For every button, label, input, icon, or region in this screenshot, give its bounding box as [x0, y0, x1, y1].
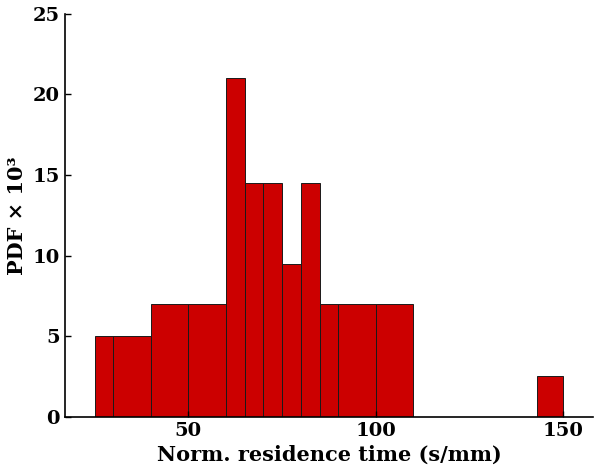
Y-axis label: PDF × 10³: PDF × 10³: [7, 156, 27, 275]
X-axis label: Norm. residence time (s/mm): Norm. residence time (s/mm): [157, 445, 501, 465]
Bar: [537, 376, 563, 417]
Bar: [263, 183, 282, 417]
Bar: [301, 183, 320, 417]
Bar: [188, 304, 226, 417]
Bar: [245, 183, 263, 417]
Bar: [338, 304, 376, 417]
Bar: [376, 304, 413, 417]
Bar: [320, 304, 338, 417]
Bar: [226, 78, 245, 417]
Bar: [113, 336, 151, 417]
Bar: [95, 336, 113, 417]
Bar: [151, 304, 188, 417]
Bar: [282, 264, 301, 417]
